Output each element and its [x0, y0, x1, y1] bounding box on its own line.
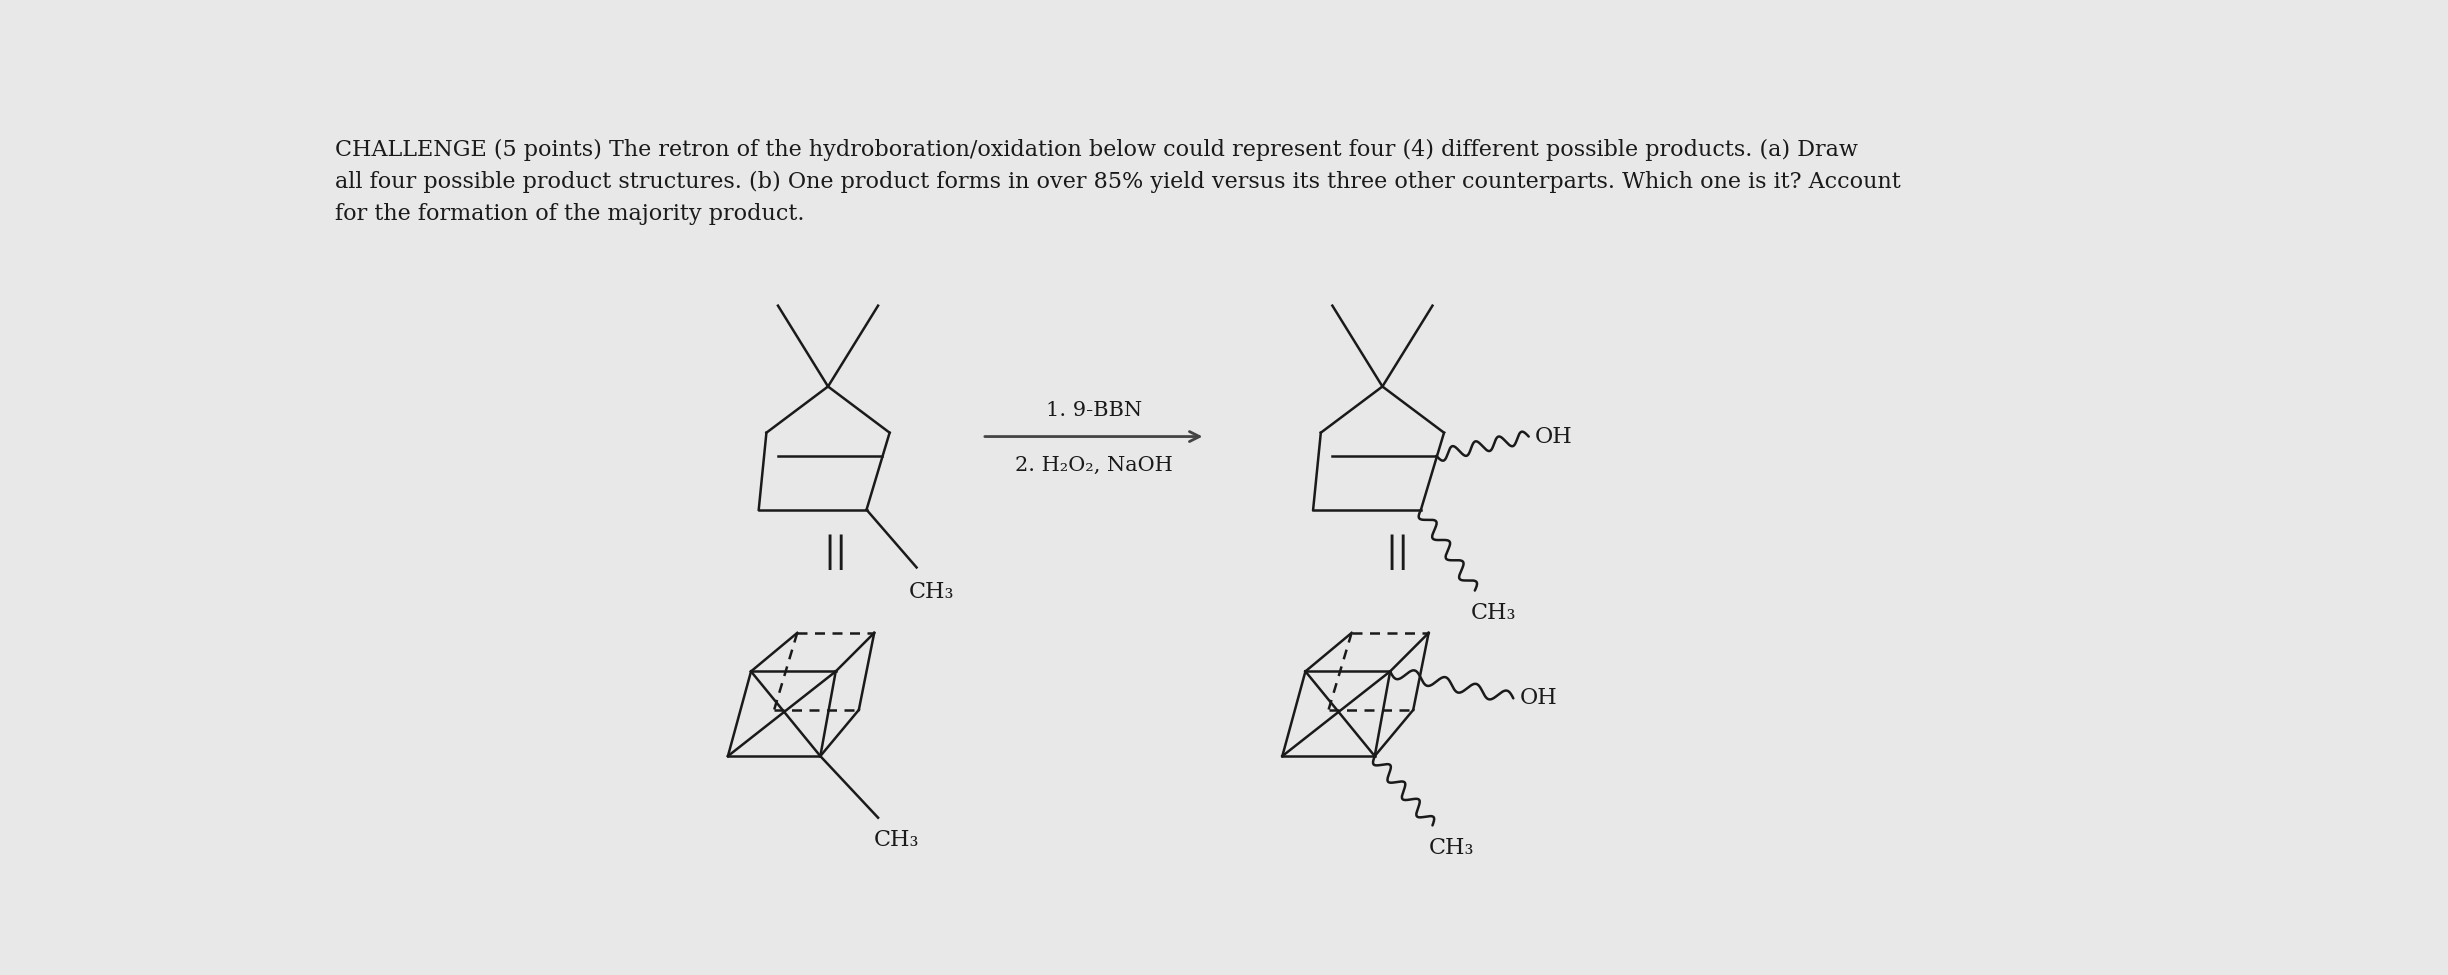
- Text: ||: ||: [823, 534, 847, 569]
- Text: CH₃: CH₃: [1430, 837, 1474, 859]
- Text: CHALLENGE (5 points) The retron of the hydroboration/oxidation below could repre: CHALLENGE (5 points) The retron of the h…: [335, 138, 1902, 225]
- Text: CH₃: CH₃: [874, 830, 920, 851]
- Text: CH₃: CH₃: [908, 581, 955, 604]
- Text: 2. H₂O₂, NaOH: 2. H₂O₂, NaOH: [1016, 455, 1173, 475]
- Text: CH₃: CH₃: [1471, 603, 1515, 624]
- Text: ||: ||: [1386, 534, 1410, 569]
- Text: 1. 9-BBN: 1. 9-BBN: [1045, 401, 1141, 419]
- Text: OH: OH: [1520, 687, 1557, 710]
- Text: OH: OH: [1535, 425, 1572, 448]
